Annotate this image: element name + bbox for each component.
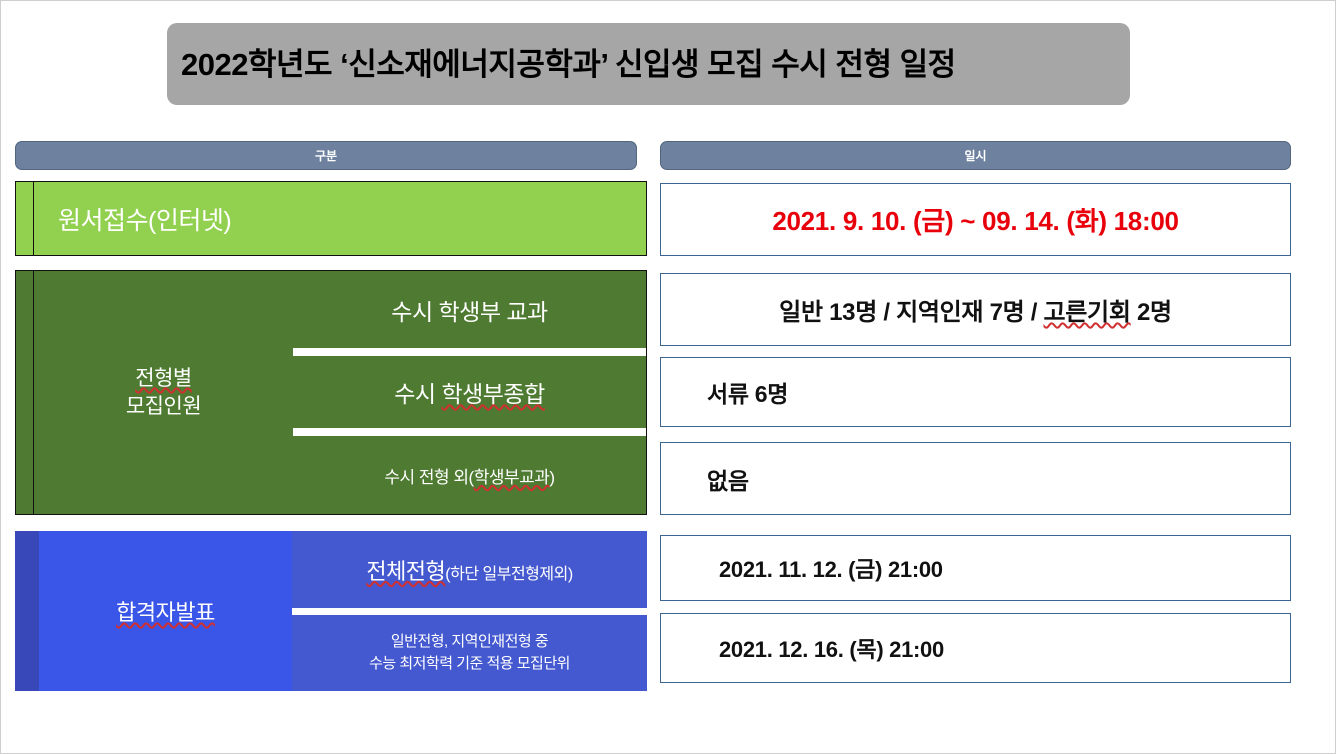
subrow-all-types-main: 전체전형 xyxy=(366,558,446,584)
value-cell-result-minscore-date: 2021. 12. 16. (목) 21:00 xyxy=(660,613,1291,683)
value-cell-quota-gyogwa: 일반 13명 / 지역인재 7명 / 고른기회 2명 xyxy=(660,273,1291,346)
row-result-category: 합격자발표 전체전형(하단 일부전형제외) 일반전형, 지역인재전형 중 수능 … xyxy=(15,531,647,691)
value-cell-application-date: 2021. 9. 10. (금) ~ 09. 14. (화) 18:00 xyxy=(660,183,1291,256)
row-result-subcolumn: 전체전형(하단 일부전형제외) 일반전형, 지역인재전형 중 수능 최저학력 기… xyxy=(292,531,647,691)
subrow-min-score-types: 일반전형, 지역인재전형 중 수능 최저학력 기준 적용 모집단위 xyxy=(292,615,647,691)
value-cell-quota-etc: 없음 xyxy=(660,442,1291,515)
row-application-label: 원서접수(인터넷) xyxy=(58,206,232,235)
column-header-category-label: 구분 xyxy=(314,149,338,163)
row-result-label-text: 합격자발표 xyxy=(116,600,215,625)
subrow-all-types-note: (하단 일부전형제외) xyxy=(445,565,573,583)
column-header-category: 구분 xyxy=(15,141,637,170)
subrow-susi-gyogwa: 수시 학생부 교과 xyxy=(293,271,646,348)
subrow-divider xyxy=(293,428,646,436)
row-quota-category: 전형별 모집인원 수시 학생부 교과 수시 학생부종합 수시 전형 외(학생부교… xyxy=(15,270,647,515)
row-application-category: 원서접수(인터넷) xyxy=(15,181,647,256)
value-cell-result-all-date: 2021. 11. 12. (금) 21:00 xyxy=(660,535,1291,601)
subrow-min-score-line1: 일반전형, 지역인재전형 중 xyxy=(390,633,549,651)
row-accent-strip xyxy=(16,271,34,514)
subrow-min-score-line2: 수능 최저학력 기준 적용 모집단위 xyxy=(369,655,570,672)
subrow-divider xyxy=(292,608,647,615)
row-accent-strip xyxy=(15,531,39,691)
column-header-date: 일시 xyxy=(660,141,1291,170)
row-quota-label: 전형별 모집인원 xyxy=(34,271,293,514)
row-quota-label-line1: 전형별 xyxy=(135,367,192,391)
subrow-all-types: 전체전형(하단 일부전형제외) xyxy=(292,531,647,608)
page-title: 2022학년도 ‘신소재에너지공학과’ 신입생 모집 수시 전형 일정 xyxy=(181,47,956,82)
subrow-susi-etc: 수시 전형 외(학생부교과) xyxy=(293,436,646,514)
subrow-susi-jonghap: 수시 학생부종합 xyxy=(293,356,646,428)
subrow-divider xyxy=(293,348,646,356)
row-result-label: 합격자발표 xyxy=(39,531,292,691)
column-header-date-label: 일시 xyxy=(964,149,987,163)
value-cell-quota-jonghap: 서류 6명 xyxy=(660,357,1291,427)
row-accent-strip xyxy=(16,182,34,255)
row-quota-subcolumn: 수시 학생부 교과 수시 학생부종합 수시 전형 외(학생부교과) xyxy=(293,271,646,514)
title-block: 2022학년도 ‘신소재에너지공학과’ 신입생 모집 수시 전형 일정 xyxy=(167,23,1130,105)
row-quota-label-line2: 모집인원 xyxy=(125,394,202,418)
